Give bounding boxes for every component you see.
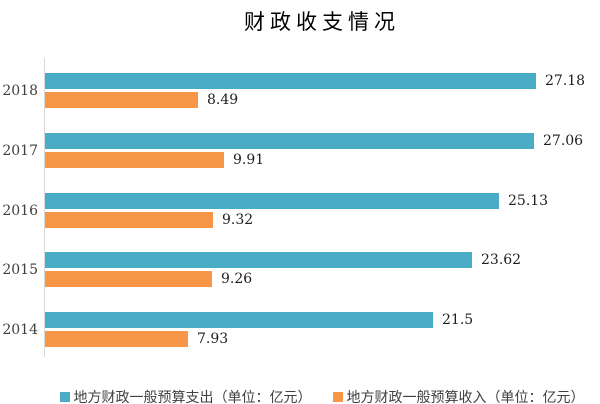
legend-item-expenditure: 地方财政一般预算支出（单位：亿元） — [59, 387, 312, 404]
value-label: 23.62 — [481, 252, 522, 268]
revenue-bar: 7.93 — [45, 331, 228, 347]
year-label: 2018 — [2, 83, 38, 99]
chart-row: 2015 23.62 9.26 — [0, 237, 600, 297]
legend-label-expenditure: 地方财政一般预算支出（单位：亿元） — [73, 390, 312, 404]
value-label: 9.32 — [222, 212, 254, 228]
plot-area: 2018 27.18 8.49 2017 27.06 9.91 2016 25.13 9.32 2… — [0, 58, 600, 357]
chart-row: 2014 21.5 7.93 — [0, 297, 600, 357]
revenue-bar: 8.49 — [45, 92, 238, 108]
value-label: 27.18 — [545, 73, 586, 89]
revenue-bar: 9.32 — [45, 212, 253, 228]
legend-item-revenue: 地方财政一般预算收入（单位：亿元） — [332, 387, 585, 404]
value-label: 25.13 — [508, 193, 549, 209]
legend: 地方财政一般预算支出（单位：亿元） 地方财政一般预算收入（单位：亿元） — [44, 387, 600, 404]
legend-swatch-revenue-icon — [332, 392, 343, 402]
revenue-bar: 9.26 — [45, 271, 252, 287]
legend-label-revenue: 地方财政一般预算收入（单位：亿元） — [346, 390, 585, 404]
expenditure-bar: 21.5 — [45, 312, 473, 328]
y-axis-line — [44, 58, 45, 357]
value-label: 27.06 — [543, 133, 584, 149]
expenditure-bar: 27.18 — [45, 73, 585, 89]
chart-row: 2016 25.13 9.32 — [0, 178, 600, 238]
chart-row: 2017 27.06 9.91 — [0, 118, 600, 178]
year-label: 2015 — [2, 262, 38, 278]
year-label: 2016 — [2, 203, 38, 219]
legend-swatch-expenditure-icon — [59, 392, 70, 402]
value-label: 8.49 — [207, 92, 239, 108]
expenditure-bar: 25.13 — [45, 193, 548, 209]
value-label: 9.91 — [233, 152, 265, 168]
year-label: 2017 — [2, 143, 38, 159]
chart-row: 2018 27.18 8.49 — [0, 58, 600, 118]
expenditure-bar: 27.06 — [45, 133, 583, 149]
value-label: 21.5 — [442, 312, 474, 328]
revenue-bar: 9.91 — [45, 152, 264, 168]
value-label: 7.93 — [197, 331, 229, 347]
expenditure-bar: 23.62 — [45, 252, 521, 268]
value-label: 9.26 — [221, 271, 253, 287]
year-label: 2014 — [2, 322, 38, 338]
chart-title: 财政收支情况 — [244, 10, 400, 34]
